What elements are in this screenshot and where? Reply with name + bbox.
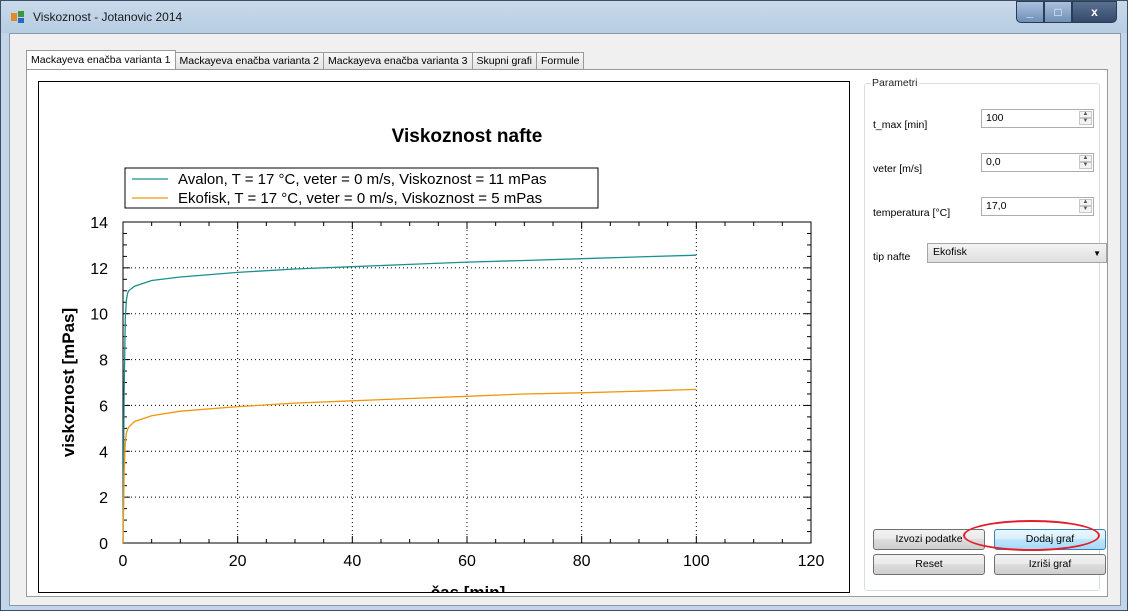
x-tick-label: 20 <box>229 553 247 570</box>
x-tick-label: 120 <box>798 553 825 570</box>
legend-entry: Ekofisk, T = 17 °C, veter = 0 m/s, Visko… <box>178 190 542 207</box>
app-icon <box>11 11 25 23</box>
series-line-avalon <box>122 254 697 544</box>
window-title: Viskoznost - Jotanovic 2014 <box>33 10 183 24</box>
legend-entry: Avalon, T = 17 °C, veter = 0 m/s, Viskoz… <box>178 171 547 188</box>
reset-button[interactable]: Reset <box>873 554 985 575</box>
highlight-ring <box>963 520 1100 551</box>
parameters-group: Parametri t_max [min] 100 ▲ ▼ veter [m/s]… <box>864 77 1107 591</box>
y-tick-label: 14 <box>90 215 108 232</box>
tab-varianta-2[interactable]: Mackayeva enačba varianta 2 <box>174 52 324 69</box>
tab-varianta-3[interactable]: Mackayeva enačba varianta 3 <box>323 52 473 69</box>
x-tick-label: 60 <box>458 553 476 570</box>
x-tick-label: 100 <box>683 553 710 570</box>
viscosity-chart: Viskoznost nafte 0 20 40 60 80 100 120 0 2 4 6 8 10 12… <box>59 126 825 592</box>
chevron-down-icon: ▼ <box>1093 249 1101 258</box>
t-max-value: 100 <box>986 112 1004 124</box>
chart-frame: Viskoznost nafte 0 20 40 60 80 100 120 0 2 4 6 8 10 12… <box>38 81 850 593</box>
t-max-up-button[interactable]: ▲ <box>1079 111 1092 118</box>
y-tick-label: 2 <box>99 490 108 507</box>
veter-label: veter [m/s] <box>873 163 923 175</box>
tab-page: Viskoznost nafte 0 20 40 60 80 100 120 0 2 4 6 8 10 12… <box>26 69 1108 597</box>
maximize-button[interactable]: □ <box>1044 1 1072 23</box>
temperatura-label: temperatura [°C] <box>873 207 951 219</box>
y-axis-label: viskoznost [mPas] <box>59 308 78 457</box>
veter-down-button[interactable]: ▼ <box>1079 162 1092 169</box>
parameters-title: Parametri <box>871 77 919 89</box>
izrisi-graf-button[interactable]: Izriši graf <box>994 554 1106 575</box>
tip-nafte-label: tip nafte <box>873 251 911 263</box>
x-tick-label: 0 <box>119 553 128 570</box>
tab-formule[interactable]: Formule <box>535 52 585 69</box>
client-area: Mackayeva enačba varianta 1 Mackayeva en… <box>9 33 1121 606</box>
tab-varianta-1[interactable]: Mackayeva enačba varianta 1 <box>26 50 176 69</box>
tip-nafte-value: Ekofisk <box>933 246 967 258</box>
y-tick-label: 8 <box>99 353 108 370</box>
x-tick-label: 40 <box>343 553 361 570</box>
legend-box <box>124 167 599 209</box>
x-tick-label: 80 <box>573 553 591 570</box>
chart-title: Viskoznost nafte <box>392 126 543 147</box>
t-max-down-button[interactable]: ▼ <box>1079 118 1092 125</box>
veter-stepper[interactable]: 0,0 ▲ ▼ <box>981 153 1094 172</box>
t-max-label: t_max [min] <box>873 119 928 131</box>
tab-strip: Mackayeva enačba varianta 1 Mackayeva en… <box>26 50 585 70</box>
title-bar[interactable]: Viskoznost - Jotanovic 2014 _ □ x <box>1 1 1127 33</box>
temperatura-stepper[interactable]: 17,0 ▲ ▼ <box>981 197 1094 216</box>
veter-value: 0,0 <box>986 156 1001 168</box>
series-line-ekofisk <box>122 388 697 544</box>
close-button[interactable]: x <box>1072 1 1117 23</box>
minimize-button[interactable]: _ <box>1016 1 1044 23</box>
x-axis-label: čas [min] <box>431 583 506 592</box>
temperatura-down-button[interactable]: ▼ <box>1079 206 1092 213</box>
t-max-stepper[interactable]: 100 ▲ ▼ <box>981 109 1094 128</box>
tab-skupni-grafi[interactable]: Skupni grafi <box>471 52 537 69</box>
temperatura-value: 17,0 <box>986 200 1007 212</box>
y-tick-label: 0 <box>99 536 108 553</box>
veter-up-button[interactable]: ▲ <box>1079 155 1092 162</box>
y-tick-label: 12 <box>90 261 108 278</box>
y-tick-label: 6 <box>99 398 108 415</box>
y-tick-label: 4 <box>99 444 108 461</box>
y-tick-label: 10 <box>90 307 108 324</box>
tip-nafte-select[interactable]: Ekofisk ▼ <box>927 243 1107 263</box>
temperatura-up-button[interactable]: ▲ <box>1079 199 1092 206</box>
